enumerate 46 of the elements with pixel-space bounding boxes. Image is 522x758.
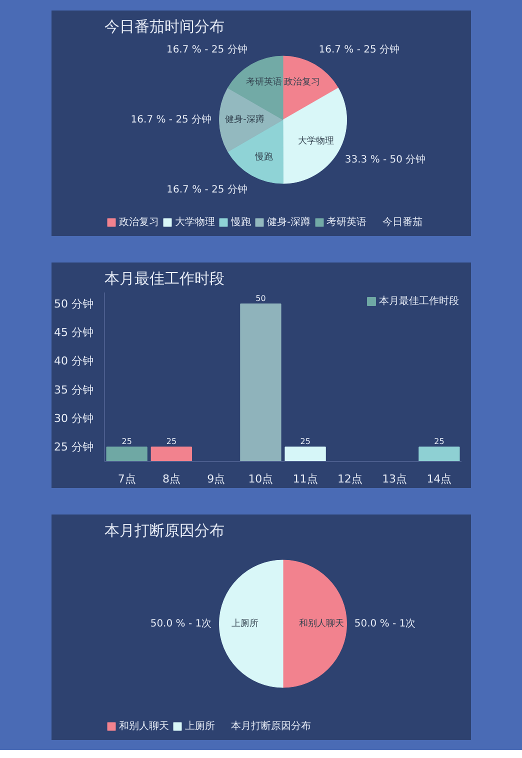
y-tick-label: 35 分钟 (54, 383, 94, 396)
x-tick-label: 12点 (337, 472, 362, 486)
legend-label: 和别人聊天 (119, 720, 169, 733)
data-label: 25 (166, 437, 177, 446)
x-tick-label: 13点 (382, 472, 408, 486)
legend-label: 政治复习 (119, 216, 159, 229)
x-tick-label: 10点 (248, 472, 274, 486)
x-tick-label: 14点 (426, 472, 452, 486)
slice-label: 考研英语 (246, 76, 282, 88)
x-tick-label: 11点 (292, 472, 318, 486)
legend-label: 本月最佳工作时段 (379, 294, 459, 308)
data-label: 16.7 % - 25 分钟 (318, 43, 400, 56)
data-label: 50 (256, 294, 266, 303)
x-tick-label: 7点 (118, 472, 136, 486)
slice-label: 大学物理 (298, 135, 334, 146)
legend-label: 大学物理 (175, 216, 215, 229)
chart-title: 今日番茄时间分布 (104, 18, 224, 36)
legend-title: 今日番茄 (382, 216, 423, 229)
data-label: 16.7 % - 25 分钟 (166, 43, 248, 56)
legend-title: 本月打断原因分布 (231, 720, 311, 733)
data-label: 25 (300, 437, 310, 446)
slice-label: 慢跑 (254, 151, 273, 162)
legend-label: 上厕所 (185, 720, 215, 733)
legend-label: 健身-深蹲 (267, 216, 311, 229)
x-tick-label: 8点 (162, 472, 180, 486)
y-tick-label: 25 分钟 (54, 440, 94, 454)
data-label: 50.0 % - 1次 (354, 618, 416, 630)
slice-label: 上厕所 (231, 618, 258, 629)
legend-label: 慢跑 (231, 216, 251, 229)
data-label: 16.7 % - 25 分钟 (166, 183, 248, 196)
y-tick-label: 45 分钟 (54, 326, 94, 340)
data-label: 25 (434, 437, 444, 446)
data-label: 25 (122, 437, 132, 446)
slice-label: 健身-深蹲 (225, 114, 264, 125)
slice-label: 政治复习 (284, 76, 320, 88)
data-label: 33.3 % - 50 分钟 (344, 154, 426, 166)
chart-title: 本月最佳工作时段 (104, 270, 224, 288)
data-label: 50.0 % - 1次 (150, 618, 212, 630)
y-tick-label: 40 分钟 (54, 354, 94, 368)
slice-label: 和别人聊天 (298, 618, 344, 629)
y-tick-label: 30 分钟 (54, 412, 94, 426)
chart-title: 本月打断原因分布 (104, 522, 224, 540)
legend-label: 考研英语 (326, 216, 367, 229)
x-tick-label: 9点 (207, 472, 226, 486)
data-label: 16.7 % - 25 分钟 (130, 113, 212, 126)
y-tick-label: 50 分钟 (54, 297, 94, 310)
